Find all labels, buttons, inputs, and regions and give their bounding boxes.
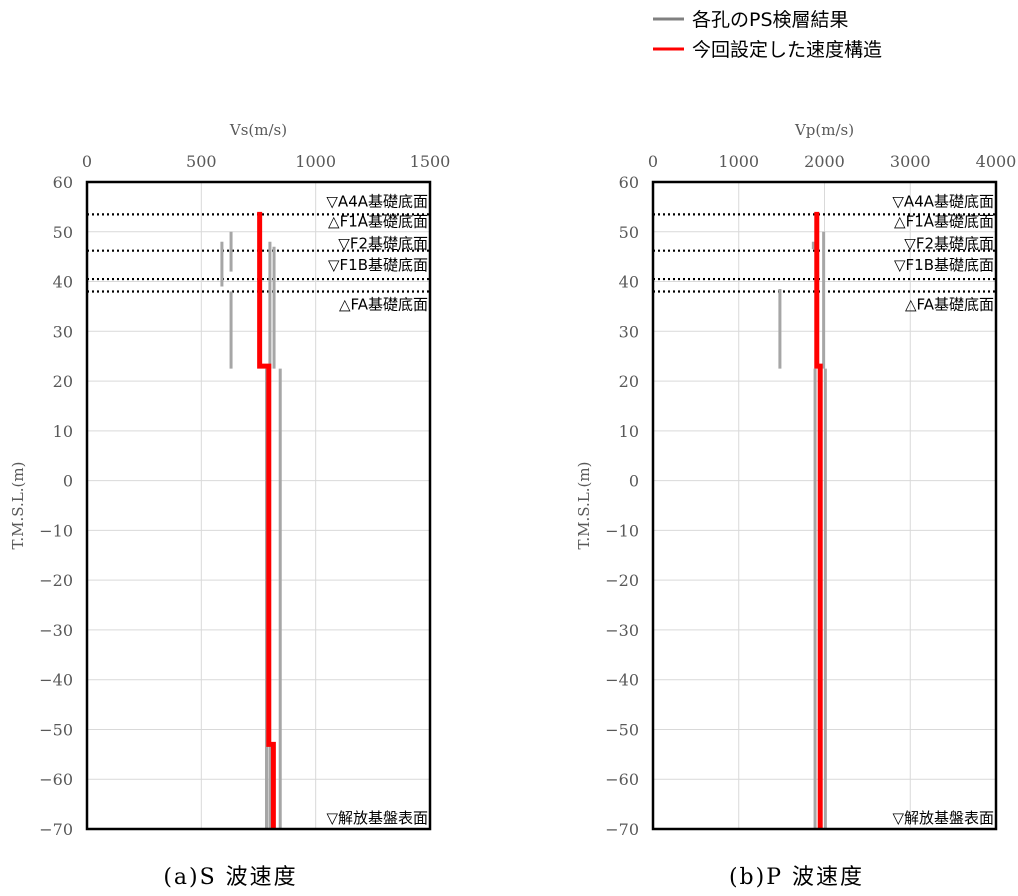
x-axis-title: Vp(m/s)	[794, 121, 854, 139]
legend: 各孔のPS検層結果 今回設定した速度構造	[653, 9, 882, 61]
plot-frame	[651, 180, 998, 831]
plot-frame	[85, 180, 432, 831]
x-tick-labels: 0 500 1000 1500	[82, 152, 450, 171]
y-tick-label: −10	[605, 521, 639, 540]
legend-label-model: 今回設定した速度構造	[692, 39, 882, 61]
reference-label: ▽F1B基礎底面	[894, 256, 994, 274]
chart-p-wave: ▽A4A基礎底面 △F1A基礎底面 ▽F2基礎底面 ▽F1B基礎底面 △FA基礎底面 ▽解…	[575, 121, 1016, 890]
chart-s-wave: ▽A4A基礎底面 △F1A基礎底面 ▽F2基礎底面 ▽F1B基礎底面 △FA基礎底面 ▽解…	[9, 121, 450, 890]
y-tick-label: 30	[619, 322, 639, 341]
reference-label: △FA基礎底面	[905, 295, 994, 313]
y-tick-label: 10	[619, 422, 639, 441]
reference-label: ▽F2基礎底面	[904, 235, 994, 253]
x-axis-title: Vs(m/s)	[229, 121, 287, 139]
y-tick-label: 20	[53, 372, 73, 391]
y-tick-label: −40	[605, 671, 639, 690]
y-tick-label: −20	[39, 571, 73, 590]
chart-caption: (a)S 波速度	[163, 865, 297, 890]
x-tick-label: 0	[648, 152, 658, 171]
reference-label: △FA基礎底面	[339, 295, 428, 313]
y-tick-label: 20	[619, 372, 639, 391]
reference-label: ▽A4A基礎底面	[326, 192, 428, 210]
y-tick-label: −50	[39, 720, 73, 739]
reference-levels: ▽A4A基礎底面 △F1A基礎底面 ▽F2基礎底面 ▽F1B基礎底面 △FA基礎底面 ▽解…	[653, 192, 996, 827]
y-tick-label: 60	[619, 173, 639, 192]
y-tick-label: −10	[39, 521, 73, 540]
y-tick-label: −60	[39, 770, 73, 789]
x-tick-label: 1000	[295, 152, 336, 171]
series-model	[814, 211, 823, 829]
y-tick-label: −20	[605, 571, 639, 590]
reference-label: △F1A基礎底面	[328, 212, 428, 230]
x-tick-label: 2000	[804, 152, 845, 171]
y-tick-label: −50	[605, 720, 639, 739]
y-axis-title: T.M.S.L.(m)	[9, 462, 27, 550]
series-model	[257, 211, 276, 829]
y-tick-label: −70	[39, 820, 73, 839]
x-tick-label: 0	[82, 152, 92, 171]
reference-label: ▽解放基盤表面	[892, 809, 994, 827]
model-line	[814, 211, 823, 829]
model-line	[257, 211, 276, 829]
y-tick-label: 60	[53, 173, 73, 192]
x-tick-label: 4000	[976, 152, 1017, 171]
x-tick-labels: 0 1000 2000 3000 4000	[648, 152, 1016, 171]
reference-label: ▽A4A基礎底面	[892, 192, 994, 210]
x-tick-label: 1000	[718, 152, 759, 171]
y-tick-label: −60	[605, 770, 639, 789]
legend-label-measured: 各孔のPS検層結果	[692, 9, 849, 31]
y-tick-label: 0	[629, 472, 639, 491]
y-tick-label: 50	[619, 223, 639, 242]
x-tick-label: 1500	[410, 152, 451, 171]
chart-caption: (b)P 波速度	[729, 865, 864, 890]
x-tick-label: 3000	[890, 152, 931, 171]
y-tick-label: 40	[619, 273, 639, 292]
y-axis-title: T.M.S.L.(m)	[575, 462, 593, 550]
reference-label: △F1A基礎底面	[894, 212, 994, 230]
y-tick-label: −30	[605, 621, 639, 640]
reference-label: ▽F1B基礎底面	[328, 256, 428, 274]
y-tick-label: 50	[53, 223, 73, 242]
y-tick-labels: 60 50 40 30 20 10 0 −10 −20 −30 −40 −50 −60 −70	[39, 173, 73, 839]
y-tick-label: 0	[63, 472, 73, 491]
y-tick-label: 10	[53, 422, 73, 441]
y-tick-label: −70	[605, 820, 639, 839]
y-tick-labels: 60 50 40 30 20 10 0 −10 −20 −30 −40 −50 −60 −70	[605, 173, 639, 839]
reference-label: ▽解放基盤表面	[326, 809, 428, 827]
x-tick-label: 500	[186, 152, 217, 171]
y-tick-label: 40	[53, 273, 73, 292]
y-tick-label: −30	[39, 621, 73, 640]
y-tick-label: −40	[39, 671, 73, 690]
reference-label: ▽F2基礎底面	[338, 235, 428, 253]
y-tick-label: 30	[53, 322, 73, 341]
